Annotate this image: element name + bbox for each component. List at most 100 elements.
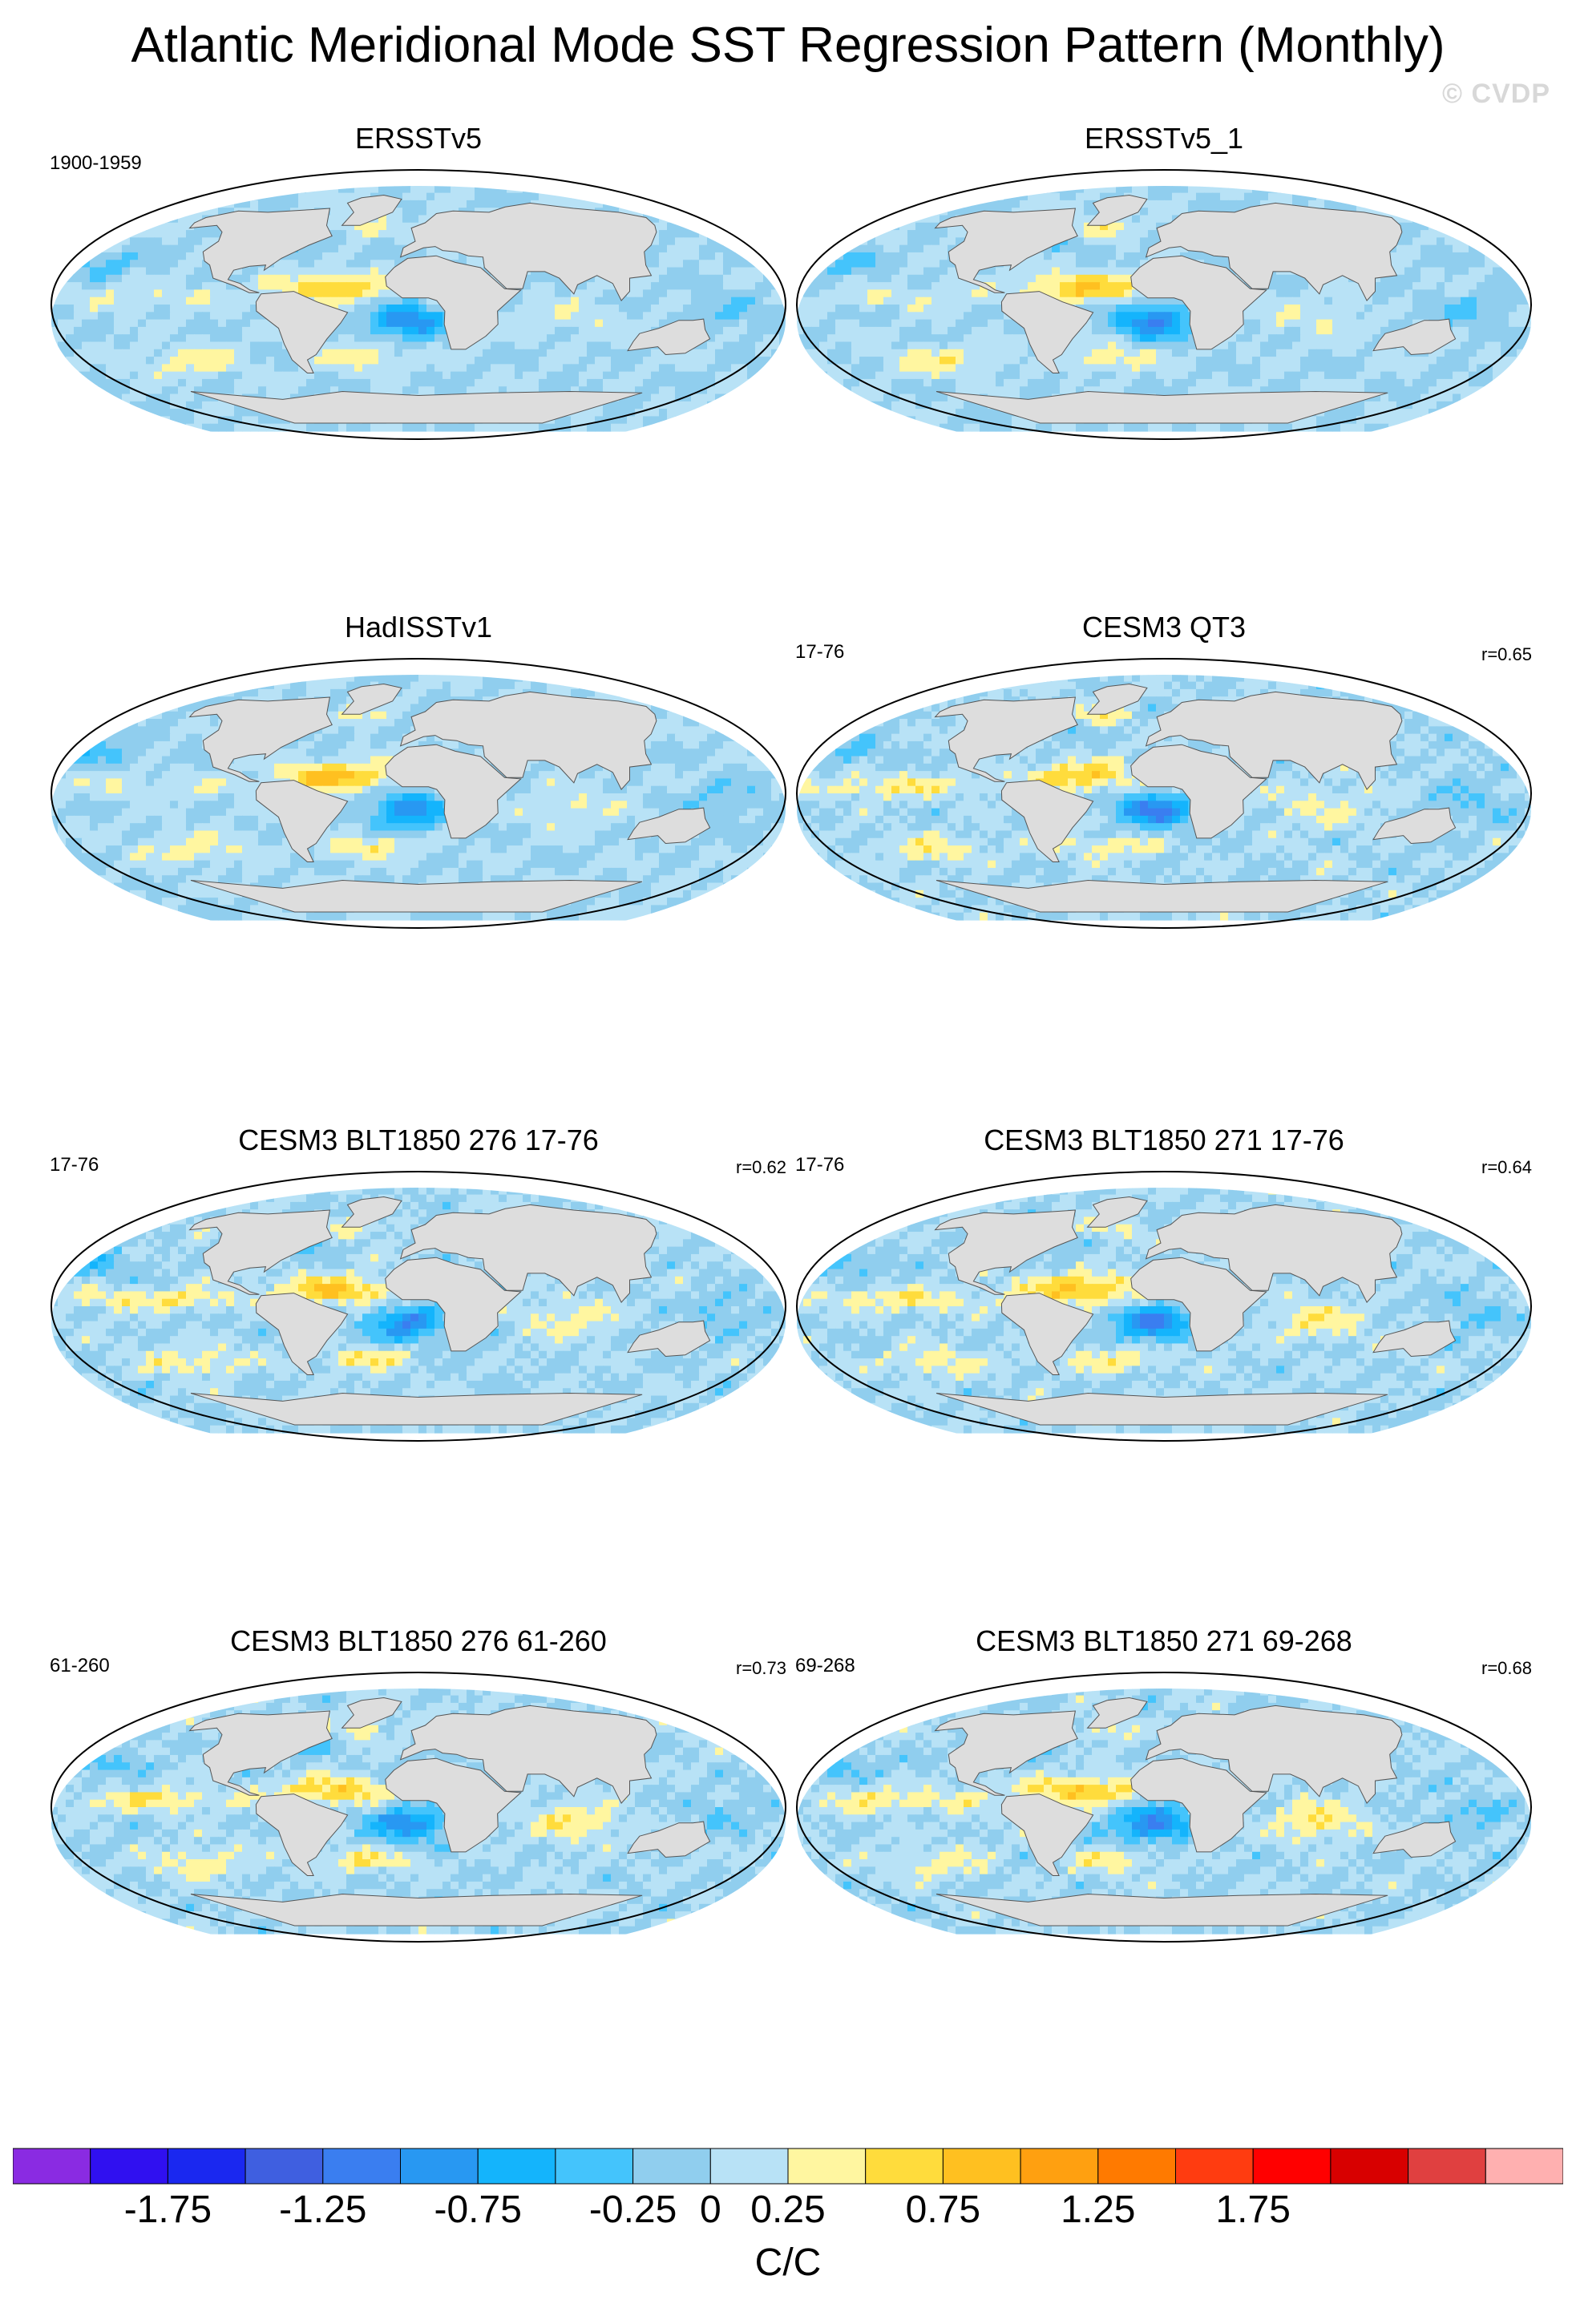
- land-mass: [188, 1710, 333, 1796]
- land-mass: [341, 194, 402, 226]
- land-mass: [1000, 1293, 1094, 1375]
- colorbar-swatch: [942, 2148, 1021, 2185]
- land-mass: [341, 683, 402, 715]
- land-mass: [1372, 318, 1457, 356]
- land-mass: [934, 1209, 1078, 1295]
- colorbar-swatch: [1175, 2148, 1254, 2185]
- sst-map-p3: [51, 658, 786, 929]
- land-mass: [190, 1893, 643, 1927]
- colorbar-units: C/C: [0, 2241, 1576, 2286]
- panel-period-label: 61-260: [50, 1655, 110, 1677]
- map-outline: [51, 1171, 786, 1442]
- land-mass: [935, 1392, 1388, 1426]
- panel-period-label: 69-268: [795, 1655, 855, 1677]
- land-mass: [399, 1705, 657, 1804]
- panel-correlation-label: r=0.73: [736, 1658, 786, 1679]
- colorbar-tick-label: -1.25: [243, 2188, 403, 2233]
- land-mass: [190, 1392, 643, 1426]
- colorbar-swatch: [632, 2148, 711, 2185]
- colorbar-tick-label: 0.25: [708, 2188, 868, 2233]
- land-mass: [255, 291, 349, 373]
- watermark-text: © CVDP: [1442, 79, 1550, 110]
- land-mass: [1086, 683, 1148, 715]
- land-mass: [1086, 1196, 1148, 1228]
- land-mass: [1000, 780, 1094, 862]
- sst-map-p4: [796, 658, 1532, 929]
- land-mass: [385, 744, 522, 839]
- colorbar-swatch: [400, 2148, 479, 2185]
- land-mass: [1130, 1257, 1267, 1352]
- colorbar-tick-label: -1.75: [87, 2188, 248, 2233]
- map-outline: [796, 1171, 1532, 1442]
- panel-correlation-label: r=0.64: [1481, 1157, 1532, 1178]
- land-mass: [1145, 691, 1403, 790]
- land-mass: [1145, 202, 1403, 301]
- panel-title: CESM3 BLT1850 271 69-268: [795, 1624, 1533, 1658]
- panel-period-label: 17-76: [795, 1154, 844, 1176]
- land-mass: [1130, 1757, 1267, 1853]
- colorbar-swatch: [1097, 2148, 1177, 2185]
- sst-map-p2: [796, 169, 1532, 440]
- colorbar-tick-label: -0.25: [553, 2188, 713, 2233]
- land-mass: [1372, 1320, 1457, 1358]
- land-mass: [385, 1257, 522, 1352]
- colorbar-swatch: [90, 2148, 168, 2185]
- colorbar-swatch: [1020, 2148, 1099, 2185]
- land-mass: [935, 390, 1388, 424]
- panel-title: CESM3 QT3: [795, 611, 1533, 644]
- land-mass: [188, 208, 333, 293]
- land-mass: [935, 1893, 1388, 1927]
- land-mass: [255, 780, 349, 862]
- colorbar-swatch: [1408, 2148, 1486, 2185]
- land-mass: [190, 390, 643, 424]
- colorbar-swatch: [1330, 2148, 1409, 2185]
- land-mass: [1086, 1697, 1148, 1729]
- land-mass: [190, 879, 643, 913]
- land-mass: [341, 1697, 402, 1729]
- colorbar-tick-label: 1.25: [1018, 2188, 1178, 2233]
- land-mass: [385, 1757, 522, 1853]
- land-mass: [627, 1821, 711, 1858]
- land-mass: [627, 318, 711, 356]
- land-mass: [1372, 1821, 1457, 1858]
- map-outline: [51, 1672, 786, 1943]
- land-mass: [934, 696, 1078, 782]
- map-outline: [796, 169, 1532, 440]
- chart-title: Atlantic Meridional Mode SST Regression …: [0, 16, 1576, 75]
- panel-period-label: 1900-1959: [50, 152, 142, 175]
- colorbar-tick-label: 1.75: [1173, 2188, 1333, 2233]
- panel-title: CESM3 BLT1850 276 61-260: [50, 1624, 787, 1658]
- map-outline: [796, 658, 1532, 929]
- land-mass: [1145, 1705, 1403, 1804]
- colorbar-swatch: [1252, 2148, 1332, 2185]
- land-mass: [399, 202, 657, 301]
- land-mass: [934, 1710, 1078, 1796]
- land-mass: [1130, 255, 1267, 350]
- land-mass: [1372, 807, 1457, 845]
- colorbar-swatch: [709, 2148, 789, 2185]
- colorbar-swatch: [322, 2148, 401, 2185]
- land-mass: [341, 1196, 402, 1228]
- land-mass: [255, 1793, 349, 1876]
- panel-title: CESM3 BLT1850 276 17-76: [50, 1124, 787, 1157]
- colorbar-swatch: [1485, 2148, 1563, 2185]
- colorbar-tick-label: 0.75: [863, 2188, 1023, 2233]
- land-mass: [399, 691, 657, 790]
- land-mass: [399, 1204, 657, 1303]
- panel-title: ERSSTv5: [50, 122, 787, 155]
- land-mass: [627, 1320, 711, 1358]
- panel-correlation-label: r=0.62: [736, 1157, 786, 1178]
- colorbar-swatch: [787, 2148, 867, 2185]
- panel-title: HadISSTv1: [50, 611, 787, 644]
- colorbar-swatch: [244, 2148, 324, 2185]
- colorbar-swatch: [167, 2148, 246, 2185]
- land-mass: [935, 879, 1388, 913]
- colorbar-swatch: [477, 2148, 556, 2185]
- land-mass: [1086, 194, 1148, 226]
- map-outline: [51, 658, 786, 929]
- colorbar-swatch: [555, 2148, 634, 2185]
- land-mass: [1000, 291, 1094, 373]
- panel-period-label: 17-76: [795, 641, 844, 664]
- panel-period-label: 17-76: [50, 1154, 99, 1176]
- colorbar-tick-label: 0: [630, 2188, 790, 2233]
